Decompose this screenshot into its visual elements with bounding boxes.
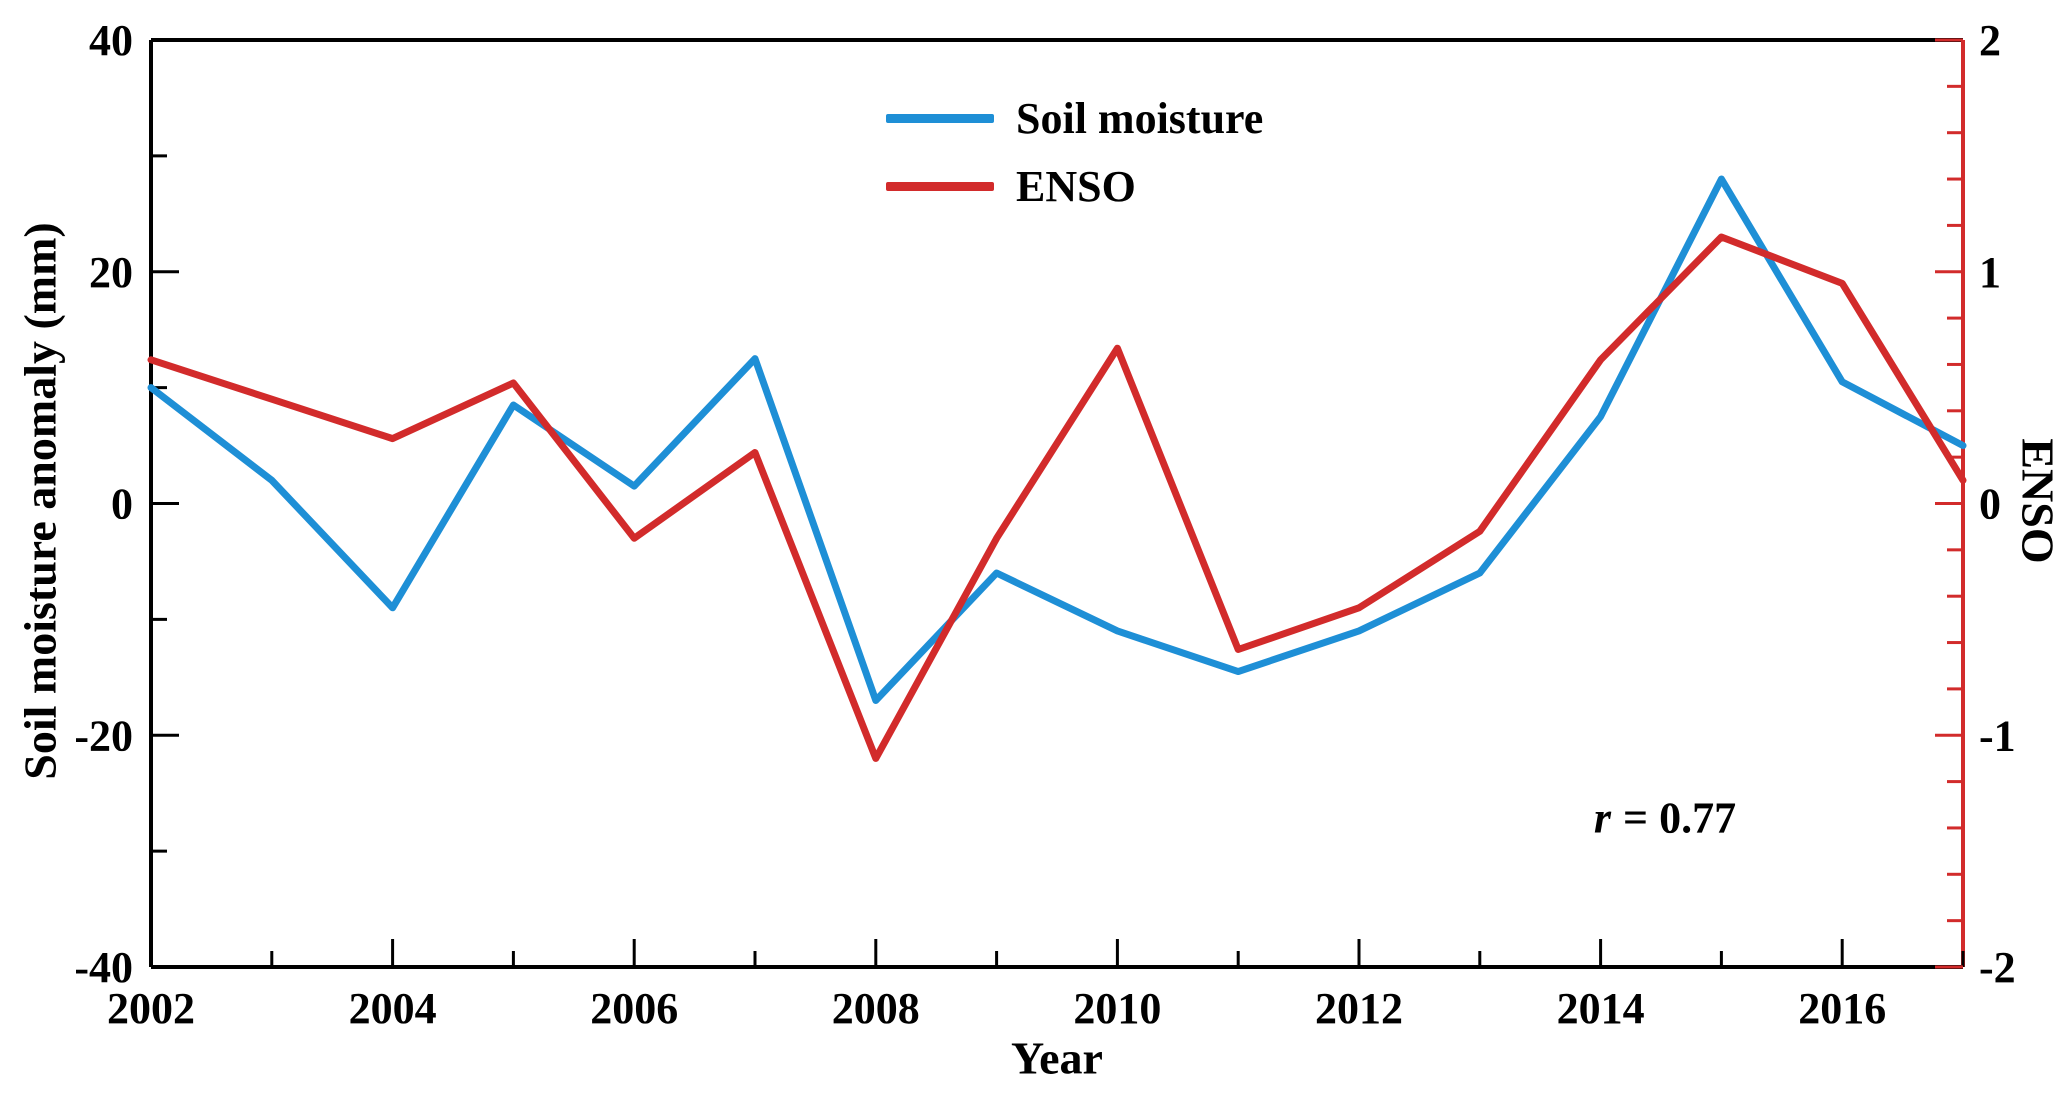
enso-line-swatch xyxy=(886,181,994,191)
legend-item-enso: ENSO xyxy=(886,160,1263,212)
correlation-value: = 0.77 xyxy=(1623,793,1737,843)
left-axis-title: Soil moisture anomaly (mm) xyxy=(14,222,66,780)
x-tick-label: 2014 xyxy=(1557,984,1645,1033)
x-tick-label: 2008 xyxy=(832,984,920,1033)
left-tick-label: 20 xyxy=(89,248,133,297)
left-tick-label: 40 xyxy=(89,16,133,65)
right-tick-label: 0 xyxy=(1979,480,2001,529)
x-axis-title: Year xyxy=(1011,1032,1103,1084)
left-tick-label: -20 xyxy=(74,711,133,760)
x-tick-label: 2006 xyxy=(590,984,678,1033)
legend: Soil moisture ENSO xyxy=(886,92,1263,212)
correlation-symbol: r xyxy=(1593,793,1612,843)
x-tick-label: 2012 xyxy=(1315,984,1403,1033)
x-tick-label: 2010 xyxy=(1073,984,1161,1033)
right-axis-title: ENSO xyxy=(2012,438,2064,564)
right-tick-label: -2 xyxy=(1979,943,2016,992)
legend-label-enso: ENSO xyxy=(1016,161,1136,211)
right-tick-label: -1 xyxy=(1979,711,2016,760)
correlation-annotation: r = 0.77 xyxy=(1594,793,1736,844)
x-tick-label: 2004 xyxy=(349,984,437,1033)
right-tick-label: 1 xyxy=(1979,248,2001,297)
x-tick-label: 2002 xyxy=(107,984,195,1033)
soil-moisture-line-swatch xyxy=(886,113,994,123)
legend-label-soil-moisture: Soil moisture xyxy=(1016,93,1264,143)
left-tick-label: 0 xyxy=(111,480,133,529)
x-tick-label: 2016 xyxy=(1798,984,1886,1033)
left-tick-label: -40 xyxy=(74,943,133,992)
enso-line xyxy=(147,233,1967,762)
legend-item-soil-moisture: Soil moisture xyxy=(886,92,1263,144)
right-tick-label: 2 xyxy=(1979,16,2001,65)
